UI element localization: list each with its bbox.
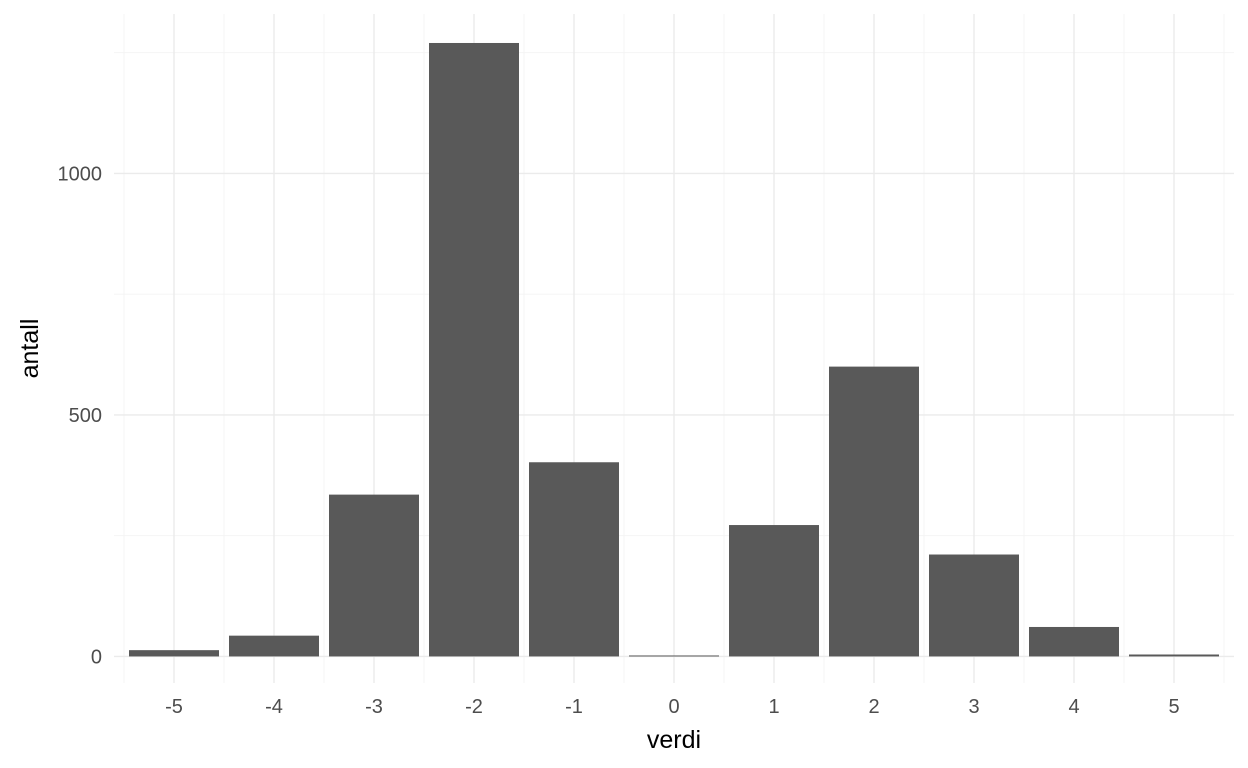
grid-lines [114, 14, 1234, 683]
bar-0 [629, 655, 719, 657]
bar--1 [529, 462, 619, 657]
x-tick-label: 0 [668, 696, 679, 718]
bars [129, 42, 1219, 657]
y-axis-title: antall [16, 319, 44, 379]
x-axis-tick-labels: -5 -4 -3 -2 -1 0 1 2 3 4 5 [165, 696, 1179, 718]
x-tick-label: -4 [265, 696, 283, 718]
y-axis-tick-labels: 0 500 1000 [58, 163, 103, 668]
bar-5 [1129, 654, 1219, 657]
x-tick-label: 5 [1168, 696, 1179, 718]
x-axis-title: verdi [647, 726, 701, 754]
bar--3 [329, 494, 419, 657]
y-tick-label: 500 [69, 405, 102, 427]
x-tick-label: -1 [565, 696, 583, 718]
bar--5 [129, 650, 219, 657]
bar-2 [829, 366, 919, 657]
x-tick-label: 1 [768, 696, 779, 718]
y-tick-label: 1000 [58, 163, 103, 185]
bar--2 [429, 42, 519, 657]
x-tick-label: -2 [465, 696, 483, 718]
y-tick-label: 0 [91, 646, 102, 668]
x-tick-label: 4 [1068, 696, 1079, 718]
bar-4 [1029, 626, 1119, 657]
bar-3 [929, 554, 1019, 657]
bar--4 [229, 635, 319, 657]
x-tick-label: -5 [165, 696, 183, 718]
bar-1 [729, 525, 819, 657]
x-tick-label: 2 [868, 696, 879, 718]
x-tick-label: 3 [968, 696, 979, 718]
x-tick-label: -3 [365, 696, 383, 718]
